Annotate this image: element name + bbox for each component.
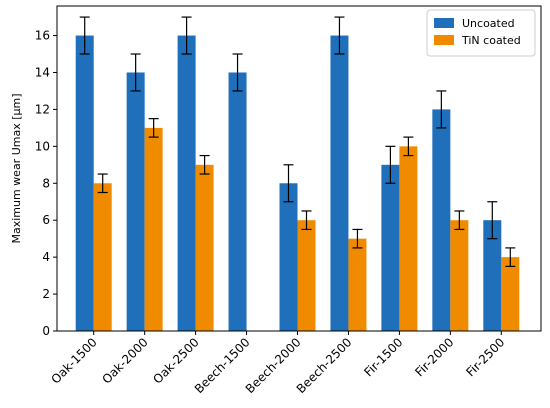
error-bar-uncoated-fir-2500 bbox=[487, 201, 498, 240]
error-bar-uncoated-oak-2000 bbox=[130, 53, 141, 92]
bar-uncoated-fir-2000 bbox=[432, 109, 451, 331]
bar-uncoated-oak-2500 bbox=[177, 35, 196, 331]
plot-frame bbox=[56, 5, 542, 332]
y-tick-label-14: 14 bbox=[35, 65, 50, 79]
errorbars-layer bbox=[79, 16, 516, 267]
error-bar-uncoated-oak-2500 bbox=[181, 16, 192, 55]
error-bar-tin-coated-fir-1500 bbox=[403, 136, 414, 157]
bar-tin-coated-oak-2500 bbox=[195, 164, 214, 331]
error-bar-uncoated-oak-1500 bbox=[79, 16, 90, 55]
bar-tin-coated-oak-2000 bbox=[144, 127, 163, 331]
bar-tin-coated-fir-2500 bbox=[501, 257, 520, 331]
error-bar-tin-coated-beech-2000 bbox=[301, 210, 312, 231]
y-tick-label-4: 4 bbox=[42, 250, 50, 264]
y-tick-label-6: 6 bbox=[42, 213, 50, 227]
error-bar-tin-coated-oak-1500 bbox=[97, 173, 108, 194]
error-bar-uncoated-fir-2000 bbox=[436, 90, 447, 129]
bar-uncoated-beech-2000 bbox=[279, 183, 298, 331]
bar-tin-coated-oak-1500 bbox=[93, 183, 112, 331]
bar-uncoated-fir-1500 bbox=[381, 164, 400, 331]
y-axis-title: Maximum wear Umax [μm] bbox=[10, 93, 23, 243]
bar-tin-coated-beech-2500 bbox=[348, 238, 367, 331]
error-bar-uncoated-fir-1500 bbox=[385, 145, 396, 184]
y-axis: 0 2 4 6 8 10 12 14 16 bbox=[35, 29, 57, 338]
y-tick-label-8: 8 bbox=[42, 176, 50, 190]
x-tick-label-fir-1500: Fir-1500 bbox=[361, 335, 405, 379]
x-tick-label-oak-2000: Oak-2000 bbox=[99, 335, 150, 386]
legend-label-uncoated: Uncoated bbox=[462, 17, 515, 30]
error-bar-tin-coated-oak-2000 bbox=[148, 118, 159, 138]
error-bar-tin-coated-oak-2500 bbox=[199, 154, 210, 175]
x-tick-label-oak-2500: Oak-2500 bbox=[150, 335, 201, 386]
bar-uncoated-beech-2500 bbox=[330, 35, 349, 331]
bar-uncoated-oak-1500 bbox=[75, 35, 94, 331]
bar-tin-coated-fir-2000 bbox=[450, 220, 469, 331]
error-bar-uncoated-beech-2000 bbox=[283, 164, 294, 203]
bar-tin-coated-beech-2000 bbox=[297, 220, 316, 331]
legend-swatch-tin-coated bbox=[434, 35, 454, 45]
bar-uncoated-fir-2500 bbox=[483, 220, 502, 331]
y-tick-label-0: 0 bbox=[42, 324, 50, 338]
bar-tin-coated-fir-1500 bbox=[399, 146, 418, 331]
bar-uncoated-oak-2000 bbox=[126, 72, 145, 332]
x-tick-label-fir-2000: Fir-2000 bbox=[412, 335, 456, 379]
error-bar-uncoated-beech-2500 bbox=[334, 16, 345, 55]
error-bar-tin-coated-fir-2500 bbox=[505, 247, 516, 267]
legend-swatch-uncoated bbox=[434, 18, 454, 28]
legend-label-tin-coated: TiN coated bbox=[461, 34, 521, 47]
y-tick-label-16: 16 bbox=[35, 29, 50, 43]
error-bar-uncoated-beech-1500 bbox=[232, 53, 243, 92]
x-tick-label-oak-1500: Oak-1500 bbox=[48, 335, 99, 386]
y-tick-label-2: 2 bbox=[42, 287, 50, 301]
bar-uncoated-beech-1500 bbox=[228, 72, 247, 332]
bars-layer bbox=[75, 35, 520, 332]
error-bar-tin-coated-fir-2000 bbox=[454, 210, 465, 231]
legend: Uncoated TiN coated bbox=[426, 9, 536, 57]
y-tick-label-12: 12 bbox=[35, 102, 50, 116]
x-tick-label-fir-2500: Fir-2500 bbox=[463, 335, 507, 379]
x-axis: Oak-1500 Oak-2000 Oak-2500Beech-1500Beech-… bbox=[48, 331, 507, 396]
error-bar-tin-coated-beech-2500 bbox=[352, 228, 363, 249]
y-tick-label-10: 10 bbox=[35, 139, 50, 153]
